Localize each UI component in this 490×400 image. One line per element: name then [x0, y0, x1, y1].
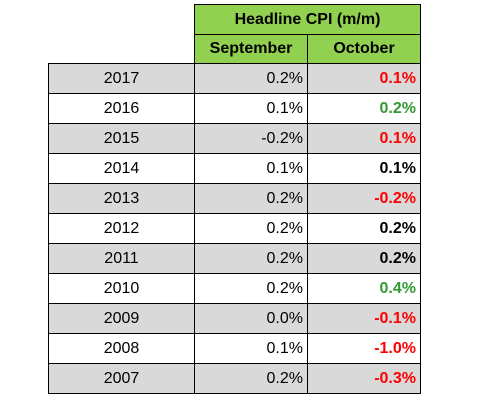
october-value-cell: 0.1%	[307, 123, 421, 154]
table-row: 2012 0.2% 0.2%	[48, 213, 421, 244]
september-value-cell: 0.2%	[194, 363, 308, 394]
october-value-cell: 0.1%	[307, 63, 421, 94]
year-cell: 2007	[48, 363, 195, 394]
october-value-cell: -0.2%	[307, 183, 421, 214]
empty-corner-top	[48, 4, 195, 35]
year-cell: 2013	[48, 183, 195, 214]
empty-corner-bottom	[48, 34, 195, 64]
table-row: 2009 0.0% -0.1%	[48, 303, 421, 334]
year-cell: 2016	[48, 93, 195, 124]
table-row: 2010 0.2% 0.4%	[48, 273, 421, 304]
table-row: 2014 0.1% 0.1%	[48, 153, 421, 184]
year-cell: 2012	[48, 213, 195, 244]
october-value-cell: 0.1%	[307, 153, 421, 184]
september-value-cell: 0.2%	[194, 213, 308, 244]
table-row: 2015 -0.2% 0.1%	[48, 123, 421, 154]
year-cell: 2017	[48, 63, 195, 94]
table-body: Headline CPI (m/m) September October 201…	[48, 4, 421, 394]
october-value-cell: 0.2%	[307, 93, 421, 124]
table-row: 2013 0.2% -0.2%	[48, 183, 421, 214]
year-cell: 2010	[48, 273, 195, 304]
september-value-cell: 0.2%	[194, 183, 308, 214]
year-cell: 2011	[48, 243, 195, 274]
october-value-cell: 0.2%	[307, 213, 421, 244]
header-title-row: Headline CPI (m/m)	[48, 4, 421, 35]
september-value-cell: 0.2%	[194, 273, 308, 304]
header-columns-row: September October	[48, 34, 421, 64]
year-cell: 2008	[48, 333, 195, 364]
table-row: 2017 0.2% 0.1%	[48, 63, 421, 94]
cpi-table: Headline CPI (m/m) September October 201…	[48, 4, 421, 394]
table-row: 2016 0.1% 0.2%	[48, 93, 421, 124]
column-header-october: October	[307, 34, 421, 64]
september-value-cell: 0.1%	[194, 333, 308, 364]
september-value-cell: 0.1%	[194, 93, 308, 124]
september-value-cell: 0.0%	[194, 303, 308, 334]
column-header-september: September	[194, 34, 308, 64]
september-value-cell: 0.2%	[194, 63, 308, 94]
september-value-cell: -0.2%	[194, 123, 308, 154]
september-value-cell: 0.1%	[194, 153, 308, 184]
year-cell: 2014	[48, 153, 195, 184]
october-value-cell: 0.2%	[307, 243, 421, 274]
year-cell: 2015	[48, 123, 195, 154]
september-value-cell: 0.2%	[194, 243, 308, 274]
october-value-cell: -1.0%	[307, 333, 421, 364]
table-row: 2011 0.2% 0.2%	[48, 243, 421, 274]
october-value-cell: -0.3%	[307, 363, 421, 394]
table-title: Headline CPI (m/m)	[194, 4, 421, 35]
october-value-cell: 0.4%	[307, 273, 421, 304]
year-cell: 2009	[48, 303, 195, 334]
table-row: 2008 0.1% -1.0%	[48, 333, 421, 364]
october-value-cell: -0.1%	[307, 303, 421, 334]
table-row: 2007 0.2% -0.3%	[48, 363, 421, 394]
